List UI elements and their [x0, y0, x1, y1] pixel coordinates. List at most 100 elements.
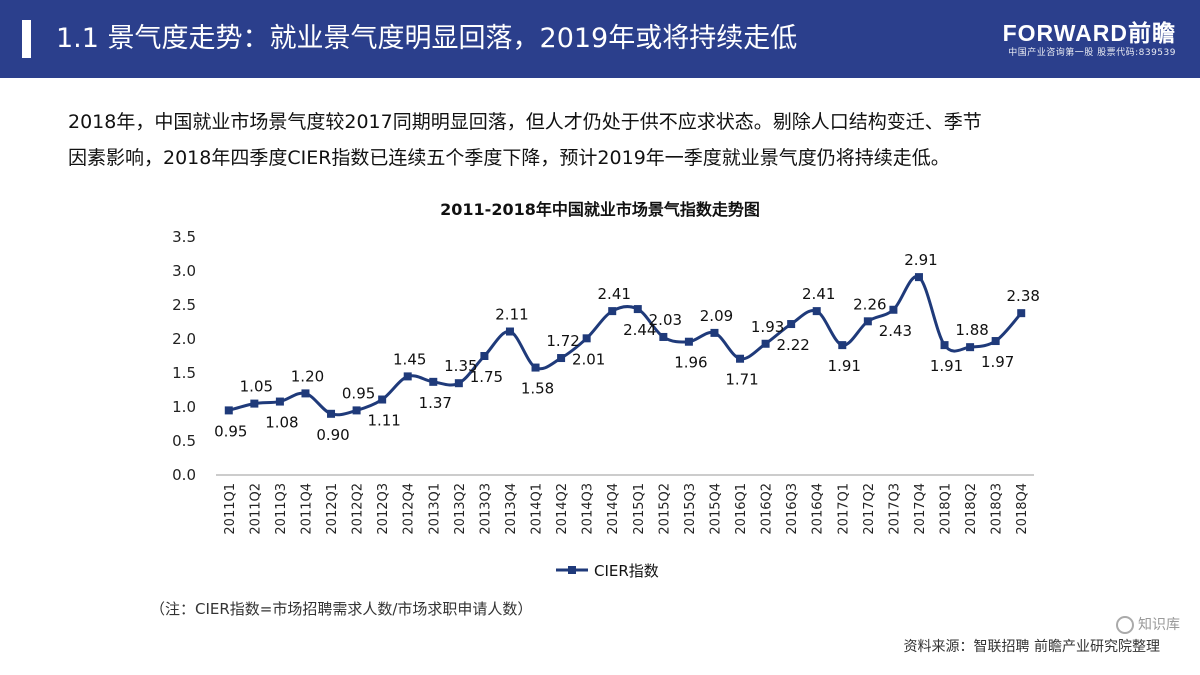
- x-tick-label: 2015Q3: [683, 483, 698, 535]
- cier-data-label: 1.11: [367, 412, 400, 430]
- x-tick-label: 2018Q1: [939, 483, 954, 535]
- x-tick-label: 2014Q1: [530, 483, 545, 535]
- chart-note: （注：CIER指数=市场招聘需求人数/市场求职申请人数）: [150, 600, 533, 618]
- x-tick-label: 2015Q4: [708, 483, 723, 535]
- cier-data-label: 1.91: [930, 357, 963, 375]
- summary-paragraph: 2018年，中国就业市场景气度较2017同期明显回落，但人才仍处于供不应求状态。…: [68, 104, 1148, 176]
- cier-data-point: [250, 399, 259, 408]
- cier-data-point: [454, 379, 463, 388]
- cier-data-point: [275, 397, 284, 406]
- cier-data-label: 1.08: [265, 414, 298, 432]
- cier-data-label: 2.22: [776, 336, 809, 354]
- cier-data-point: [582, 334, 591, 343]
- cier-data-point: [991, 337, 1000, 346]
- cier-data-label: 0.90: [316, 426, 349, 444]
- x-tick-label: 2012Q3: [376, 483, 391, 535]
- cier-data-label: 2.38: [1007, 287, 1040, 305]
- cier-data-point: [914, 273, 923, 282]
- x-tick-label: 2017Q1: [836, 483, 851, 535]
- cier-data-label: 1.35: [444, 357, 477, 375]
- cier-data-point: [940, 341, 949, 350]
- cier-data-label: 1.71: [725, 371, 758, 389]
- watermark-badge: 知识库: [1116, 612, 1186, 638]
- summary-line-2: 因素影响，2018年四季度CIER指数已连续五个季度下降，预计2019年一季度就…: [68, 147, 950, 169]
- y-tick-label: 1.0: [172, 398, 196, 416]
- cier-data-point: [787, 320, 796, 329]
- watermark-badge-label: 知识库: [1138, 617, 1180, 633]
- cier-data-point: [480, 352, 489, 360]
- x-tick-label: 2013Q4: [504, 483, 519, 535]
- y-tick-label: 2.5: [172, 296, 196, 314]
- x-tick-label: 2011Q3: [274, 483, 289, 535]
- logo-sub-text: 中国产业咨询第一股 股票代码:839539: [1008, 48, 1176, 58]
- cier-data-label: 1.93: [751, 318, 784, 336]
- cier-data-point: [710, 328, 719, 337]
- x-tick-label: 2013Q3: [478, 483, 493, 535]
- cier-data-label: 1.96: [674, 354, 707, 372]
- data-source: 资料来源：智联招聘 前瞻产业研究院整理: [903, 639, 1160, 655]
- cier-data-label: 1.37: [419, 394, 452, 412]
- x-tick-label: 2012Q1: [325, 483, 340, 535]
- cier-data-point: [557, 354, 566, 363]
- cier-data-point: [301, 389, 310, 398]
- y-tick-label: 0.5: [172, 432, 196, 450]
- cier-data-point: [889, 305, 898, 314]
- cier-data-point: [838, 341, 847, 350]
- legend-label: CIER指数: [594, 562, 659, 580]
- x-tick-label: 2012Q4: [402, 483, 417, 535]
- cier-data-point: [505, 327, 514, 336]
- cier-data-point: [684, 337, 693, 346]
- header-bar: 1.1 景气度走势：就业景气度明显回落，2019年或将持续走低 FORWARD前…: [0, 0, 1200, 78]
- x-tick-label: 2017Q2: [862, 483, 877, 535]
- x-tick-label: 2011Q2: [248, 483, 263, 535]
- cier-data-label: 2.91: [904, 251, 937, 269]
- cier-data-point: [352, 406, 361, 415]
- cier-data-point: [224, 406, 233, 415]
- cier-data-label: 2.44: [623, 321, 656, 339]
- chart-title: 2011-2018年中国就业市场景气指数走势图: [440, 200, 760, 219]
- cier-data-label: 2.09: [700, 307, 733, 325]
- x-tick-label: 2014Q2: [555, 483, 570, 535]
- x-tick-label: 2018Q3: [990, 483, 1005, 535]
- title-accent-bar: [22, 20, 31, 58]
- x-tick-label: 2017Q4: [913, 483, 928, 535]
- cier-data-point: [966, 343, 975, 352]
- x-tick-label: 2016Q3: [785, 483, 800, 535]
- cier-data-point: [429, 377, 438, 386]
- cier-data-label: 1.72: [546, 332, 579, 350]
- cier-data-label: 2.01: [572, 350, 605, 368]
- cier-data-point: [327, 409, 336, 418]
- logo-main-text: FORWARD前瞻: [1002, 20, 1176, 46]
- cier-data-point: [659, 332, 668, 341]
- x-tick-label: 2015Q2: [657, 483, 672, 535]
- y-tick-label: 2.0: [172, 330, 196, 348]
- cier-data-label: 2.41: [802, 285, 835, 303]
- cier-data-point: [736, 354, 745, 363]
- cier-data-point: [812, 307, 821, 316]
- x-tick-label: 2018Q4: [1015, 483, 1030, 535]
- y-tick-label: 1.5: [172, 364, 196, 382]
- cier-data-label: 0.95: [214, 422, 247, 440]
- cier-data-point: [863, 317, 872, 326]
- cier-data-point: [761, 339, 770, 348]
- x-tick-label: 2016Q4: [811, 483, 826, 535]
- x-tick-label: 2017Q3: [887, 483, 902, 535]
- cier-data-label: 2.26: [853, 295, 886, 313]
- x-tick-label: 2016Q1: [734, 483, 749, 535]
- x-tick-label: 2013Q2: [453, 483, 468, 535]
- cier-data-label: 1.05: [240, 378, 273, 396]
- cier-data-label: 1.75: [470, 368, 503, 386]
- cier-data-point: [1017, 309, 1026, 318]
- x-tick-label: 2014Q4: [606, 483, 621, 535]
- x-tick-label: 2013Q1: [427, 483, 442, 535]
- x-tick-label: 2018Q2: [964, 483, 979, 535]
- legend-marker-swatch: [568, 566, 576, 574]
- x-tick-label: 2016Q2: [760, 483, 775, 535]
- cier-data-point: [633, 305, 642, 314]
- page-title: 1.1 景气度走势：就业景气度明显回落，2019年或将持续走低: [56, 23, 798, 54]
- x-tick-label: 2011Q4: [299, 483, 314, 535]
- cier-data-label: 2.41: [598, 285, 631, 303]
- y-tick-label: 3.5: [172, 228, 196, 246]
- cier-data-point: [531, 363, 540, 372]
